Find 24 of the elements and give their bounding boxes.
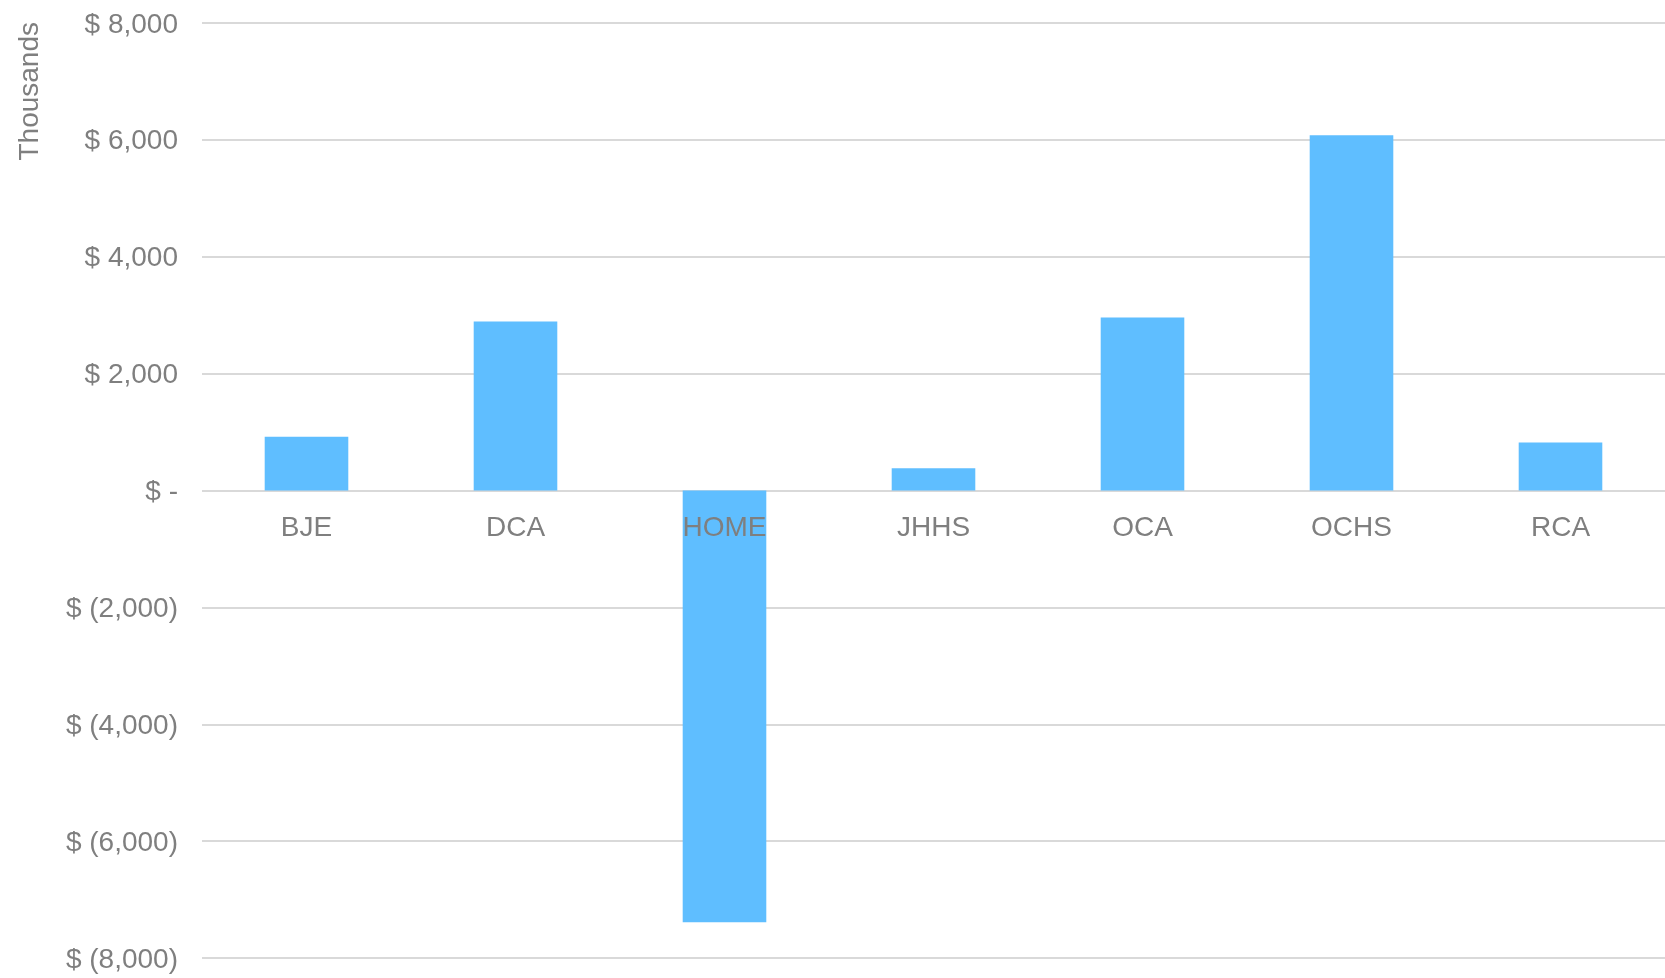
y-tick-label: $ 8,000 bbox=[84, 7, 178, 39]
x-tick-label: DCA bbox=[485, 511, 546, 542]
y-tick-label: $ (2,000) bbox=[65, 591, 178, 623]
y-tick-label: $ (4,000) bbox=[65, 708, 178, 740]
y-axis-title: Thousands bbox=[12, 21, 44, 161]
y-tick-label: $ - bbox=[145, 475, 178, 506]
y-tick-label: $ 4,000 bbox=[84, 241, 178, 273]
x-tick-label: JHHS bbox=[896, 511, 971, 542]
bar bbox=[1100, 317, 1185, 491]
x-tick-label: RCA bbox=[1530, 511, 1591, 542]
x-tick-label: HOME bbox=[682, 511, 767, 542]
y-tick-label: $ (6,000) bbox=[65, 825, 178, 857]
bar bbox=[891, 468, 976, 491]
y-tick-label: $ 2,000 bbox=[84, 358, 178, 390]
bar bbox=[264, 436, 349, 491]
bar bbox=[682, 490, 767, 923]
y-tick-label: $ 6,000 bbox=[84, 124, 178, 156]
x-tick-label: OCA bbox=[1112, 511, 1174, 542]
x-tick-label: OCHS bbox=[1311, 511, 1392, 542]
y-tick-label: $ (8,000) bbox=[65, 942, 178, 974]
bar bbox=[1309, 135, 1394, 491]
bar bbox=[473, 321, 558, 491]
x-tick-label: BJE bbox=[280, 511, 333, 542]
bar bbox=[1518, 442, 1603, 491]
